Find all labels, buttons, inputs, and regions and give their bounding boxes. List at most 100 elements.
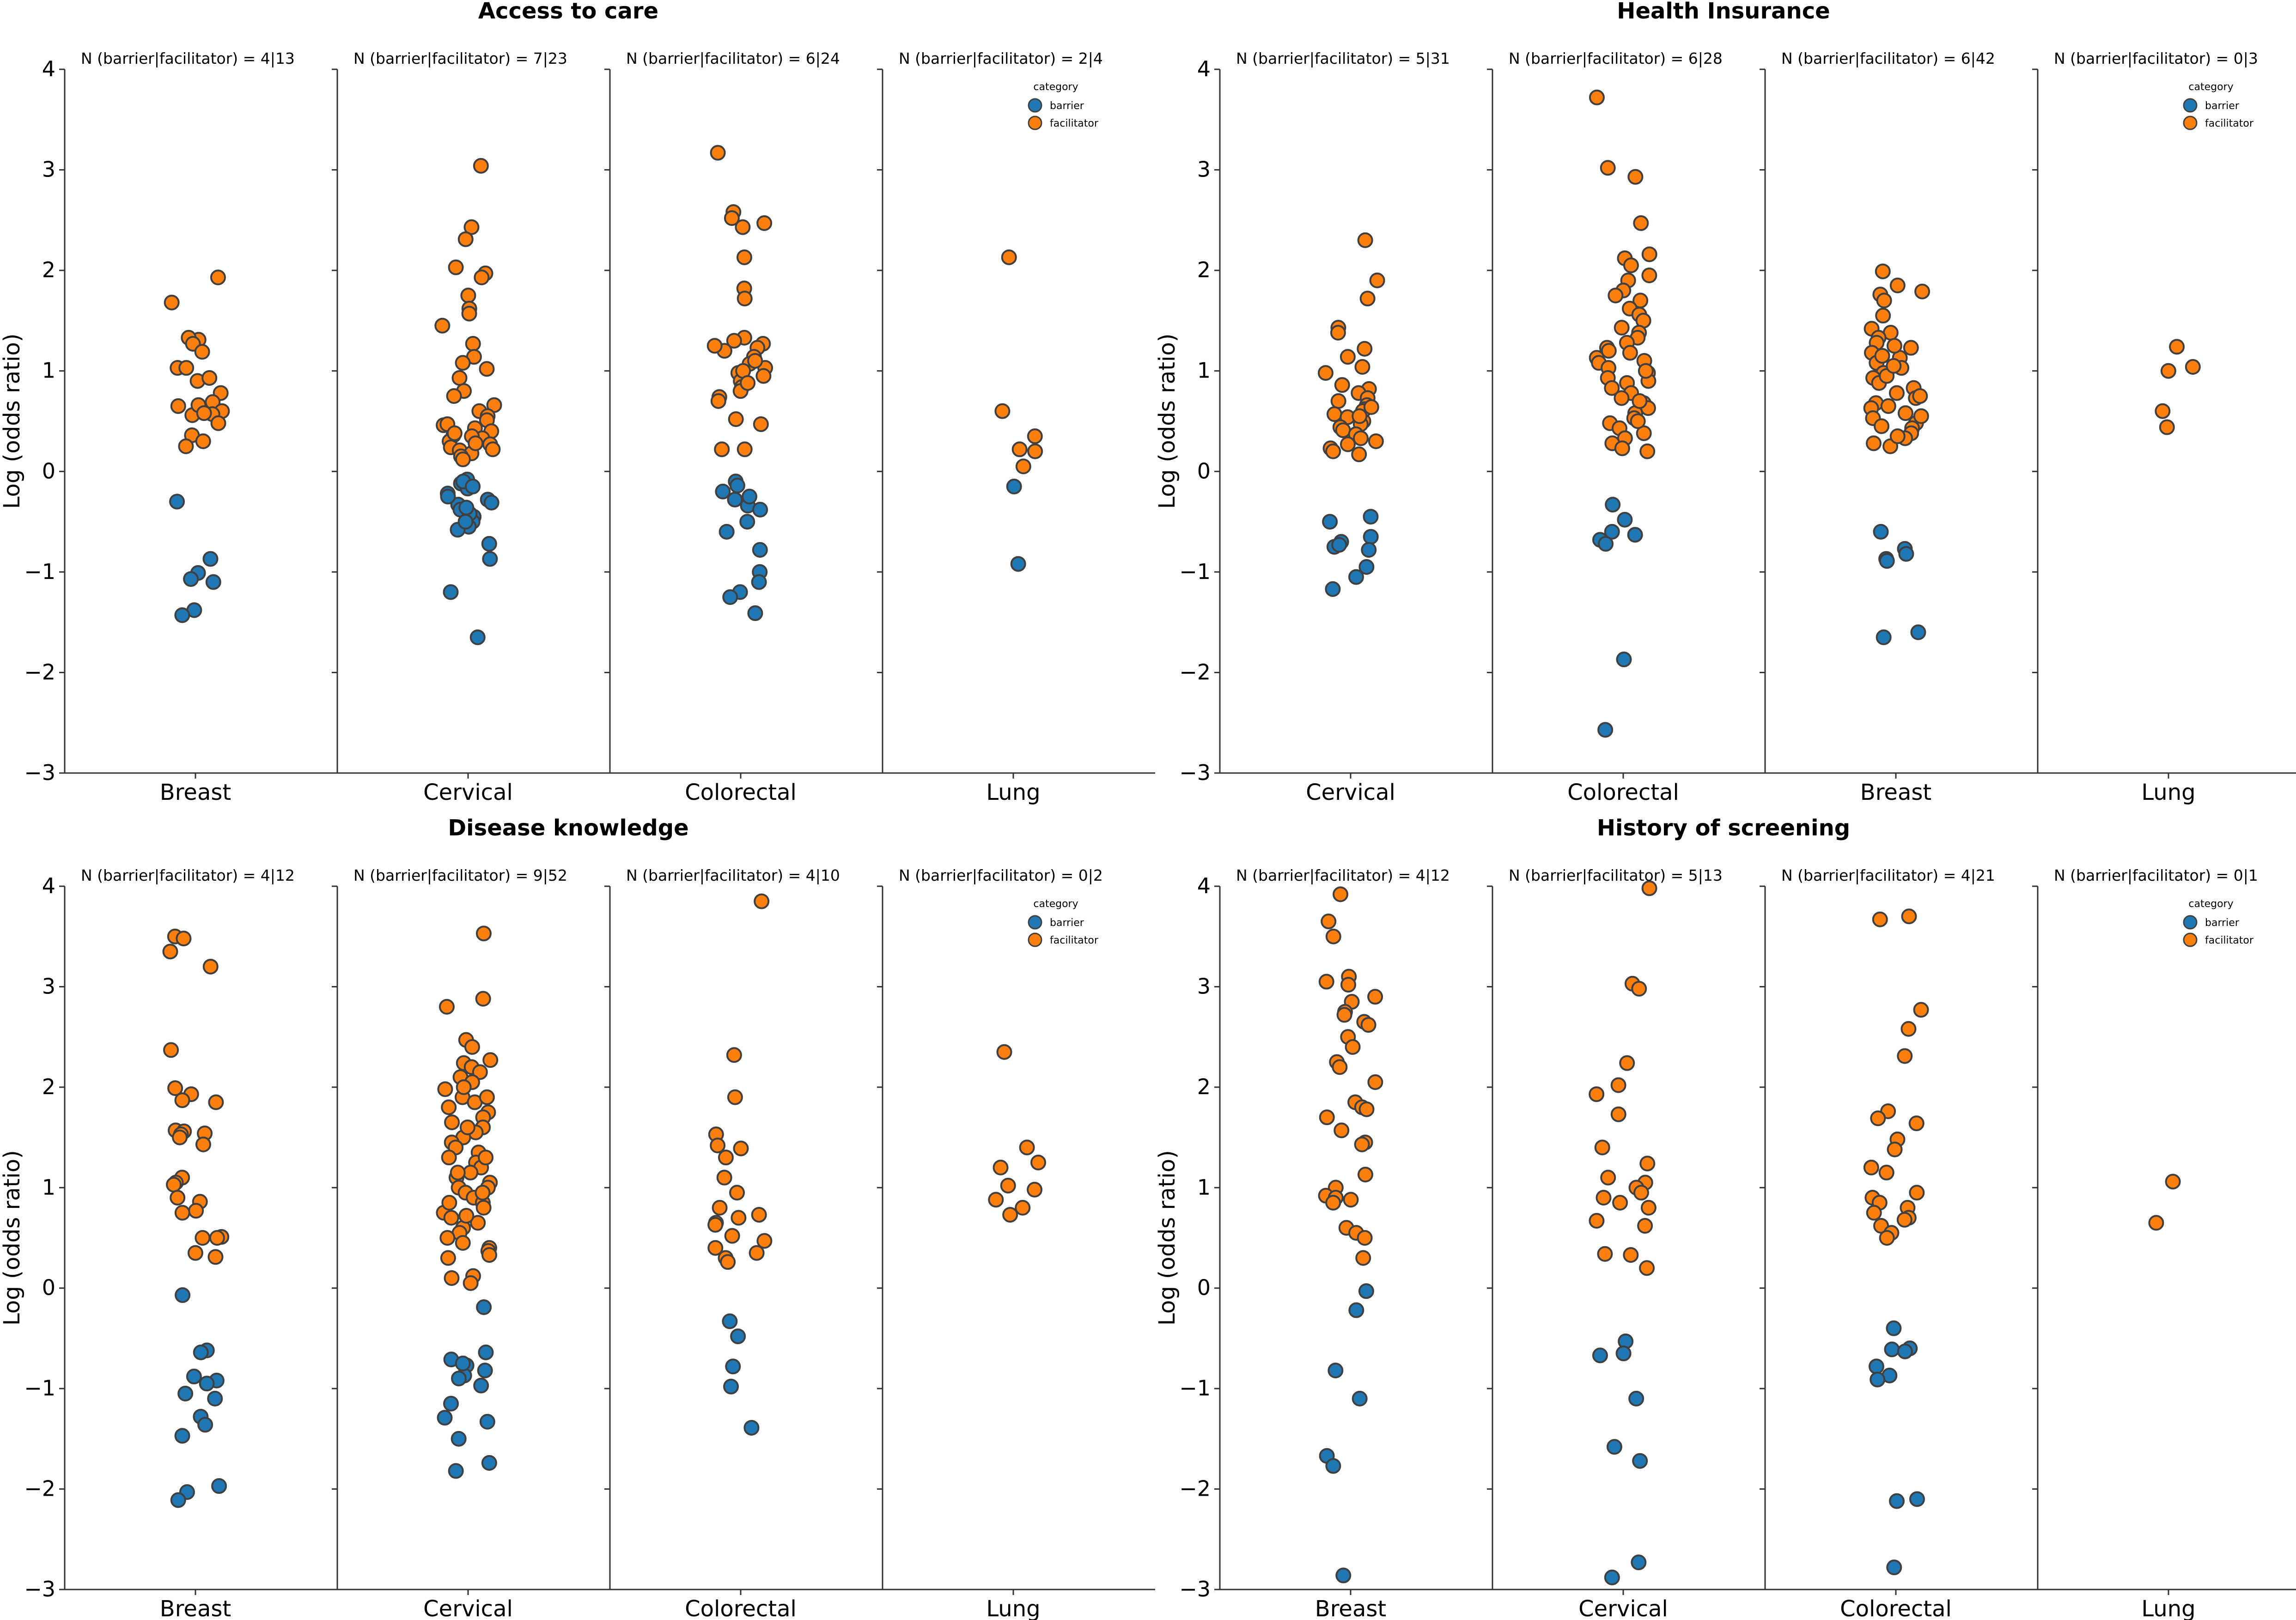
facilitator-point	[441, 1194, 457, 1211]
n-annotation: N (barrier|facilitator) = 7|23	[353, 49, 567, 67]
x-tick-label: Cervical	[423, 780, 513, 805]
facilitator-point	[174, 1092, 190, 1108]
facilitator-point	[737, 291, 753, 307]
facilitator-point	[2148, 1215, 2164, 1231]
barrier-point	[722, 1313, 738, 1329]
y-tick-label: 1	[42, 1175, 55, 1200]
facilitator-point	[448, 259, 464, 275]
barrier-point	[1897, 1343, 1913, 1359]
chart-title: Disease knowledge	[448, 815, 688, 841]
barrier-point	[1870, 1371, 1886, 1388]
barrier-point	[1358, 1283, 1374, 1299]
n-annotation: N (barrier|facilitator) = 0|2	[899, 866, 1103, 884]
n-annotation: N (barrier|facilitator) = 6|24	[626, 49, 840, 67]
barrier-point	[469, 629, 486, 646]
legend-title: category	[1033, 81, 1078, 93]
barrier-point	[202, 551, 219, 567]
barrier-point	[1606, 1439, 1622, 1455]
facilitator-point	[1325, 443, 1341, 459]
facilitator-point	[1343, 1192, 1359, 1208]
barrier-point	[1628, 1390, 1644, 1407]
barrier-point	[751, 574, 767, 590]
n-annotation: N (barrier|facilitator) = 5|31	[1236, 49, 1450, 67]
x-tick-label: Cervical	[1306, 780, 1395, 805]
facilitator-point	[1913, 1002, 1929, 1018]
y-tick-label: 3	[1197, 157, 1211, 182]
facilitator-point	[468, 435, 484, 451]
facilitator-point	[749, 1245, 765, 1261]
facilitator-point	[1325, 928, 1341, 944]
facilitator-point	[754, 893, 770, 909]
facilitator-point	[1614, 390, 1630, 406]
facilitator-point	[729, 1185, 745, 1201]
barrier-point	[727, 492, 743, 508]
panel-colorectal: Colorectal N (barrier|facilitator) = 4|21	[1760, 866, 2038, 1620]
n-annotation: N (barrier|facilitator) = 4|12	[1236, 866, 1450, 884]
facilitator-point	[756, 1233, 773, 1249]
y-tick-label: −3	[24, 1577, 55, 1602]
facilitator-point	[441, 1150, 457, 1166]
facilitator-point	[1353, 430, 1369, 446]
chart-title: Health Insurance	[1617, 0, 1830, 24]
barrier-point	[458, 499, 475, 516]
y-tick-label: 3	[42, 157, 55, 182]
facilitator-point	[172, 1129, 188, 1145]
facilitator-point	[166, 1176, 182, 1193]
legend-label-barrier: barrier	[1050, 917, 1084, 929]
x-tick-label: Lung	[986, 1596, 1040, 1620]
facilitator-point	[1631, 981, 1647, 997]
legend-label-barrier: barrier	[2205, 917, 2240, 929]
x-tick-label: Lung	[2141, 1596, 2195, 1620]
facilitator-point	[1321, 914, 1337, 930]
legend-marker-barrier	[2183, 915, 2198, 930]
barrier-point	[1632, 1453, 1648, 1469]
barrier-point	[1617, 512, 1633, 528]
facilitator-point	[441, 1099, 457, 1115]
y-tick-label: 0	[1197, 1275, 1211, 1300]
barrier-point	[1605, 497, 1621, 513]
panel-breast: −3 −2 −1 0 1 2 3 4 Breast N (barrier|facilitator)…	[1179, 866, 1492, 1620]
facilitator-point	[1879, 1230, 1895, 1246]
barrier-point	[211, 1478, 227, 1494]
y-tick-label: 2	[42, 1074, 55, 1099]
legend-label-facilitator: facilitator	[2205, 118, 2254, 129]
x-tick-label: Breast	[1315, 1596, 1386, 1620]
barrier-point	[719, 524, 735, 540]
facilitator-point	[195, 1230, 211, 1246]
barrier-point	[1886, 1559, 1902, 1576]
facilitator-point	[472, 1064, 488, 1080]
n-annotation: N (barrier|facilitator) = 4|12	[81, 866, 295, 884]
barrier-point	[1592, 1347, 1608, 1364]
facilitator-point	[1622, 345, 1638, 361]
y-tick-label: 1	[1197, 358, 1211, 383]
barrier-point	[476, 1299, 492, 1315]
barrier-point	[1598, 536, 1614, 552]
facilitator-point	[2169, 339, 2185, 355]
facilitator-point	[1368, 433, 1384, 450]
y-tick-label: 2	[42, 257, 55, 282]
facilitator-point	[1872, 911, 1888, 927]
facilitator-point	[736, 249, 752, 265]
y-axis-label: Log (odds ratio)	[1154, 1150, 1180, 1326]
facilitator-point	[1889, 277, 1906, 293]
y-tick-label: 1	[42, 358, 55, 383]
legend-marker-barrier	[2183, 98, 2198, 113]
facilitator-point	[195, 1136, 211, 1152]
legend: category barrier facilitator	[2183, 898, 2254, 947]
x-tick-label: Breast	[160, 1596, 231, 1620]
y-tick-label: −2	[24, 659, 55, 684]
facilitator-point	[2165, 1174, 2181, 1190]
facilitator-point	[1600, 160, 1616, 176]
barrier-point	[1363, 509, 1379, 525]
panel-breast: −3 −2 −1 0 1 2 3 4 Breast N (barrier|facilitator)…	[24, 866, 337, 1620]
facilitator-point	[1600, 1169, 1616, 1186]
barrier-point	[1627, 527, 1643, 543]
barrier-point	[747, 605, 763, 621]
facilitator-point	[1897, 1048, 1913, 1064]
y-tick-label: 0	[42, 1275, 55, 1300]
facilitator-point	[459, 1119, 475, 1135]
y-tick-label: 3	[1197, 974, 1211, 999]
facilitator-point	[1888, 385, 1905, 401]
barrier-point	[1361, 542, 1377, 558]
